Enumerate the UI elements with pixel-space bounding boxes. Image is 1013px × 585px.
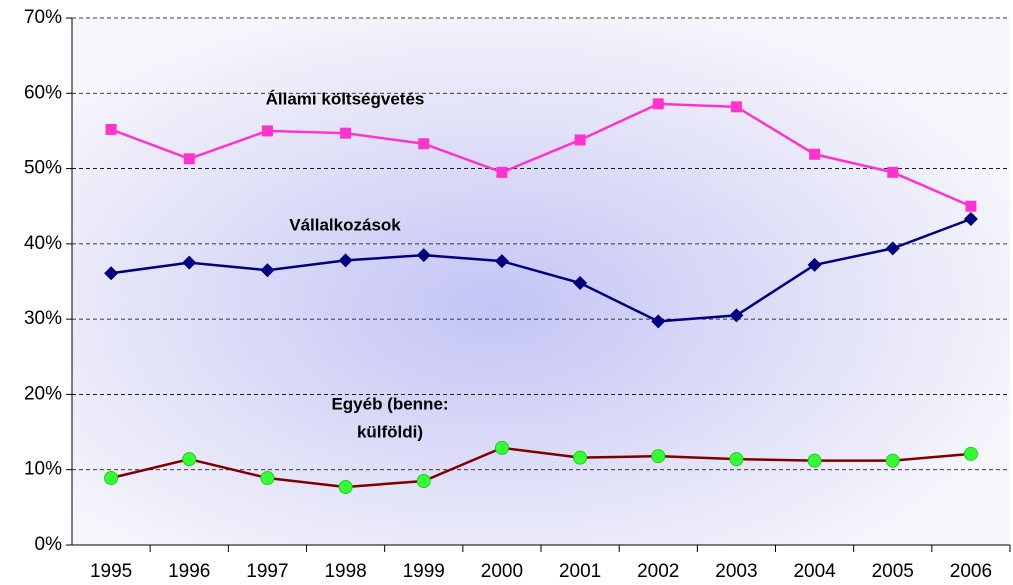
marker (809, 148, 821, 160)
marker (182, 452, 197, 467)
marker (807, 257, 822, 272)
x-tick-label: 1998 (324, 561, 366, 582)
y-tick-label: 0% (35, 534, 63, 555)
marker (574, 134, 586, 146)
x-tick-label: 2002 (637, 561, 679, 582)
marker (885, 453, 900, 468)
marker (340, 127, 352, 139)
marker (338, 253, 353, 268)
x-tick-label: 2003 (715, 561, 757, 582)
x-tick-label: 1999 (403, 561, 445, 582)
annotation: Egyéb (benne: (331, 394, 448, 413)
x-tick-label: 2005 (872, 561, 914, 582)
annotation: Vállalkozások (289, 215, 401, 234)
x-tick-label: 1996 (168, 561, 210, 582)
x-tick-label: 2006 (950, 561, 992, 582)
marker (182, 255, 197, 270)
series-line (110, 102, 972, 208)
marker (260, 263, 275, 278)
annotation: külföldi) (357, 422, 423, 441)
marker (416, 248, 431, 263)
marker (261, 125, 273, 137)
x-tick-label: 2001 (559, 561, 601, 582)
x-tick-label: 1995 (90, 561, 132, 582)
y-tick-label: 20% (24, 383, 62, 404)
marker (104, 266, 119, 281)
marker (963, 212, 978, 227)
marker (885, 241, 900, 256)
y-tick-label: 30% (24, 308, 62, 329)
y-tick-label: 70% (24, 7, 62, 28)
marker (105, 123, 117, 135)
marker (494, 254, 509, 269)
marker (965, 200, 977, 212)
marker (730, 101, 742, 113)
marker (963, 446, 978, 461)
marker (418, 138, 430, 150)
marker (494, 440, 509, 455)
marker (104, 470, 119, 485)
marker (573, 276, 588, 291)
y-tick-label: 40% (24, 233, 62, 254)
marker (338, 480, 353, 495)
marker (887, 166, 899, 178)
x-tick-label: 2000 (481, 561, 523, 582)
series-line (110, 217, 972, 323)
marker (416, 474, 431, 489)
marker (496, 166, 508, 178)
series-line (110, 446, 972, 489)
y-tick-label: 60% (24, 82, 62, 103)
marker (651, 314, 666, 329)
marker (260, 470, 275, 485)
annotation: Állami költségvetés (266, 89, 425, 108)
marker (807, 453, 822, 468)
y-tick-label: 10% (24, 459, 62, 480)
y-tick-label: 50% (24, 158, 62, 179)
marker (729, 308, 744, 323)
marker (651, 449, 666, 464)
marker (729, 452, 744, 467)
marker (652, 98, 664, 110)
marker (183, 153, 195, 165)
x-tick-label: 2004 (793, 561, 836, 582)
marker (573, 450, 588, 465)
plot-area (72, 18, 1010, 545)
x-tick-label: 1997 (246, 561, 288, 582)
